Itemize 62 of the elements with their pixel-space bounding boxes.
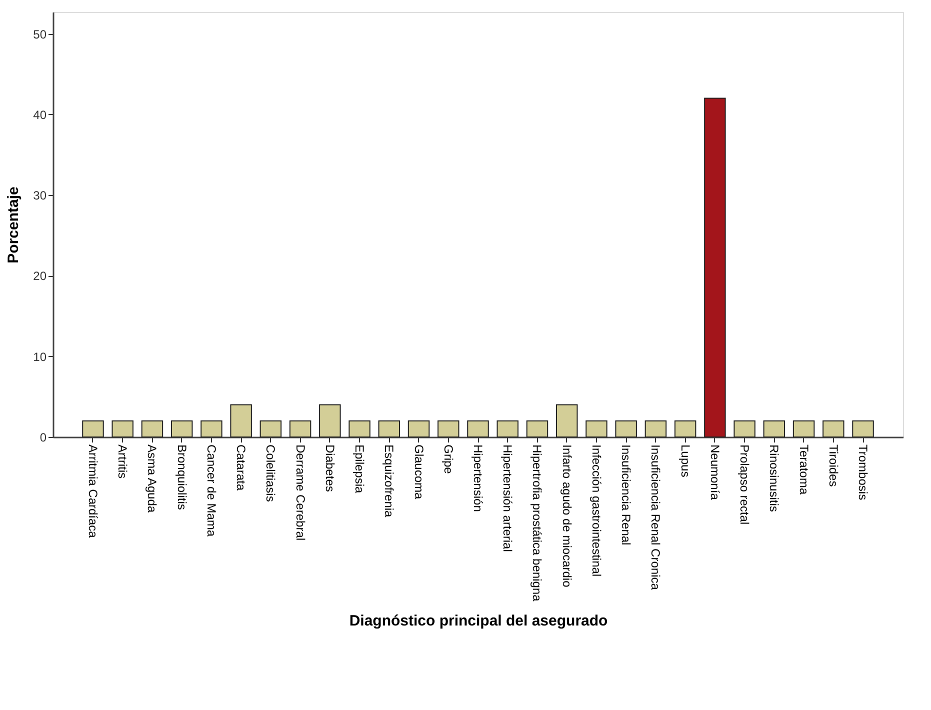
bar: [674, 420, 696, 438]
x-tick-label: Trombosis: [856, 444, 870, 500]
bar: [408, 420, 430, 438]
x-tick-label: Arritmia Cardíaca: [86, 444, 100, 538]
bar: [763, 420, 786, 438]
bar: [556, 404, 578, 438]
bar: [526, 420, 548, 438]
x-tick-label: Hipertensión: [471, 444, 485, 512]
x-tick-label: Teratoma: [796, 444, 811, 495]
x-axis-title: Diagnóstico principal del asegurado: [349, 612, 608, 630]
bar: [852, 420, 874, 438]
bar: [200, 420, 222, 438]
x-tick-label: Gripe: [441, 444, 456, 474]
x-tick-label: Infección gastrointestinal: [589, 444, 604, 577]
x-tick-label: Lupus: [678, 444, 692, 478]
x-tick-label: Derrame Cerebral: [293, 444, 308, 541]
x-tick-label: Glaucoma: [412, 444, 426, 500]
bar: [348, 420, 370, 438]
y-tick-label: 0: [40, 430, 47, 444]
bar: [438, 420, 460, 438]
bar: [496, 420, 518, 438]
x-tick-label: Artritis: [116, 444, 130, 478]
bar: [822, 420, 844, 438]
x-tick-label: Hipertrofia prostática benigna: [530, 444, 544, 602]
y-tick-label: 30: [33, 188, 47, 203]
bar: [586, 420, 608, 438]
x-tick-label: Tiroides: [826, 444, 840, 487]
x-tick-label: Hipertensión arterial: [500, 444, 515, 552]
y-tick-label: 40: [33, 108, 47, 122]
bar: [319, 404, 341, 438]
bar: [615, 420, 637, 438]
bar: [141, 420, 164, 438]
bar: [260, 420, 282, 438]
bar: [82, 420, 104, 438]
x-tick-label: Cancer de Mama: [204, 444, 218, 537]
bar: [112, 420, 134, 438]
x-tick-label: Insuficiencia Renal Cronica: [648, 444, 663, 590]
x-tick-label: Colelitiasis: [264, 444, 278, 502]
x-tick-label: Prolapso rectal: [738, 444, 752, 525]
bar: [230, 404, 252, 438]
bar: [704, 98, 726, 438]
bar: [170, 420, 193, 438]
x-tick-label: Epilepsia: [352, 444, 367, 494]
x-tick-label: Bronquiolitis: [174, 444, 189, 510]
x-tick-label: Neumonía: [708, 444, 722, 500]
x-tick-label: Insuficiencia Renal: [619, 444, 634, 546]
y-tick-label: 20: [33, 269, 47, 284]
x-tick-label: Asma Aguda: [145, 444, 160, 513]
bar: [734, 420, 756, 438]
x-tick-label: Infarto agudo de miocardio: [560, 444, 574, 588]
y-tick-label: 50: [33, 27, 47, 42]
bar: [792, 420, 815, 438]
bar: [289, 420, 312, 438]
x-tick-label: Rinosinusitis: [767, 444, 782, 512]
bar: [378, 420, 400, 438]
y-tick-label: 10: [33, 350, 47, 364]
bar: [467, 420, 489, 438]
y-axis-title: Porcentaje: [5, 186, 22, 264]
bar: [644, 420, 667, 438]
x-tick-label: Catarata: [234, 444, 248, 491]
x-tick-label: Esquizofrenia: [382, 444, 396, 518]
x-tick-label: Diabetes: [322, 444, 337, 492]
